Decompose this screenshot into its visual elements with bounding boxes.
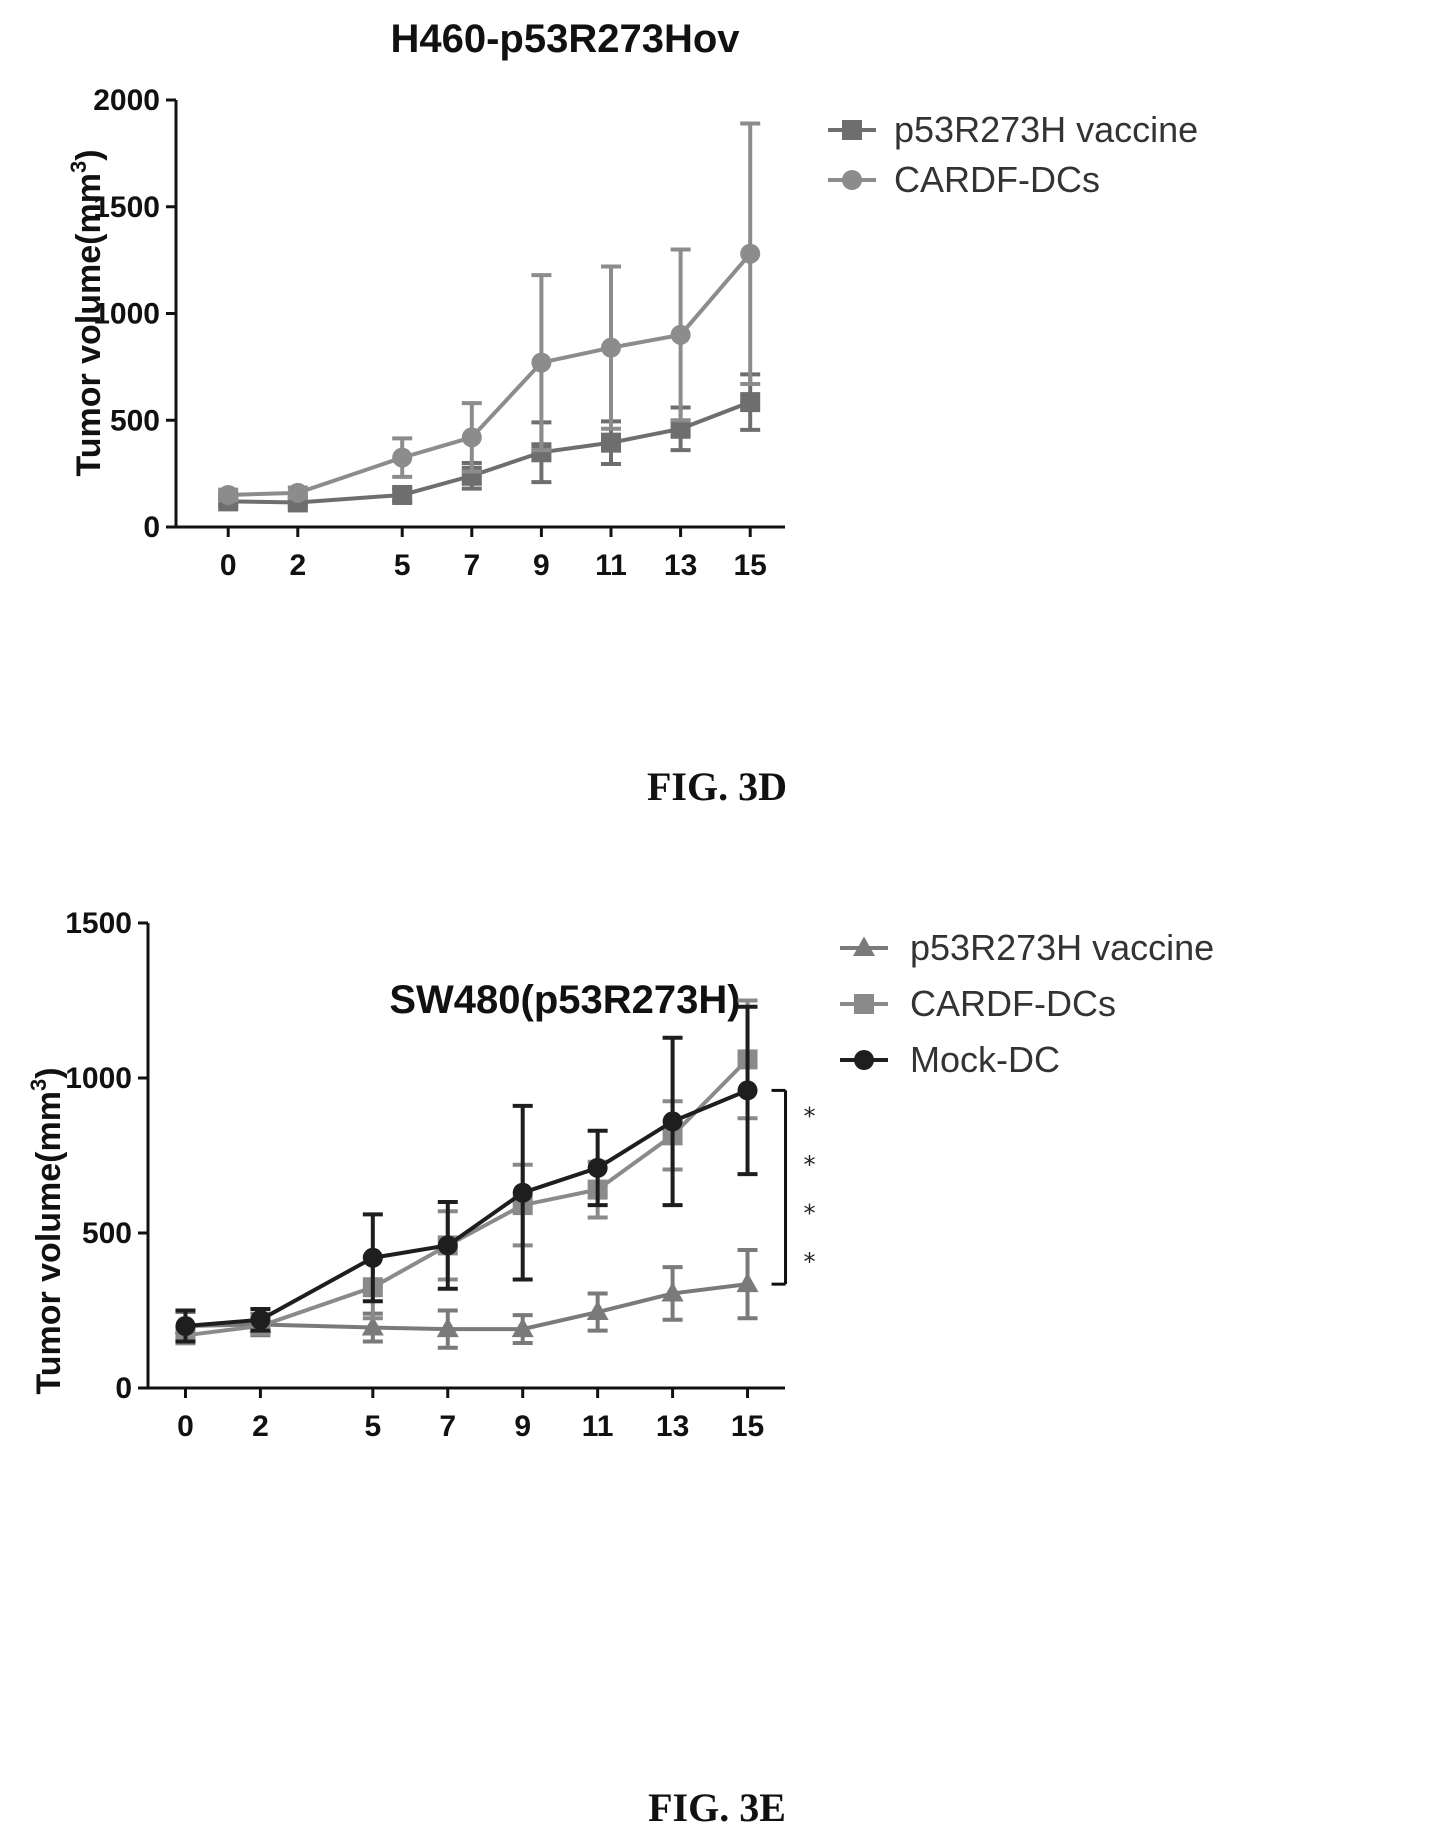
y-tick-label: 1500 xyxy=(93,191,160,224)
legend-marker xyxy=(854,1050,874,1070)
data-point xyxy=(601,432,621,453)
data-point xyxy=(736,1272,759,1293)
data-point xyxy=(737,1080,758,1101)
series-2 xyxy=(218,121,761,505)
data-point xyxy=(587,1157,608,1178)
plot-area: 0 500 1000 1500 0 2 5 7 9 11 13 15 * * * * xyxy=(65,907,815,1443)
data-point xyxy=(175,1316,196,1336)
chart-fig-3d: H460-p53R273Hov Tumor volume(mm3) 0 500 10… xyxy=(66,17,1198,809)
legend-marker xyxy=(853,936,875,956)
y-tick-label: 0 xyxy=(115,1372,132,1405)
legend-label: Mock-DC xyxy=(910,1039,1060,1080)
series-line xyxy=(228,400,751,505)
data-point xyxy=(287,482,308,503)
y-tick-label: 1000 xyxy=(93,298,160,331)
x-tick-label: 2 xyxy=(289,549,306,582)
plot-area: 0 500 1000 1500 2000 0 2 5 7 9 11 13 15 xyxy=(93,84,785,582)
legend: p53R273H vaccine CARDF-DCs xyxy=(828,109,1198,200)
data-point xyxy=(740,243,761,264)
x-tick-label: 7 xyxy=(439,1410,456,1443)
legend-item: p53R273H vaccine xyxy=(828,109,1198,150)
y-axis-label: Tumor volume(mm3) xyxy=(26,1067,68,1394)
data-point xyxy=(436,1317,459,1338)
data-point xyxy=(740,392,761,413)
legend-item: CARDF-DCs xyxy=(840,983,1116,1024)
y-tick-label: 500 xyxy=(110,404,160,437)
x-tick-label: 15 xyxy=(734,549,767,582)
series-line xyxy=(185,1088,749,1328)
y-tick-label: 0 xyxy=(143,511,160,544)
x-tick-label: 0 xyxy=(177,1410,194,1443)
legend-item: Mock-DC xyxy=(840,1039,1060,1080)
data-point xyxy=(661,1281,684,1302)
data-point xyxy=(392,447,413,468)
legend-marker xyxy=(842,120,862,140)
figure-caption: FIG. 3E xyxy=(648,1785,786,1830)
x-tick-label: 11 xyxy=(595,549,627,582)
data-point xyxy=(531,352,552,373)
legend-label: CARDF-DCs xyxy=(910,983,1116,1024)
series-line xyxy=(228,252,752,497)
series-line xyxy=(185,1057,749,1338)
legend-marker xyxy=(854,994,874,1014)
chart-title: SW480(p53R273H) xyxy=(389,978,740,1022)
x-tick-label: 2 xyxy=(252,1410,269,1443)
x-tick-label: 13 xyxy=(656,1410,689,1443)
x-tick-label: 0 xyxy=(220,549,237,582)
data-point xyxy=(601,337,621,358)
chart-title: H460-p53R273Hov xyxy=(390,17,740,61)
significance-star: * xyxy=(804,1248,816,1276)
series-line xyxy=(185,1282,748,1332)
x-tick-label: 11 xyxy=(582,1410,614,1443)
x-tick-label: 13 xyxy=(664,549,697,582)
legend-label: p53R273H vaccine xyxy=(910,927,1214,968)
data-point xyxy=(250,1309,271,1330)
figure-caption: FIG. 3D xyxy=(647,764,787,809)
legend-item: CARDF-DCs xyxy=(828,159,1100,200)
data-point xyxy=(361,1316,384,1336)
legend-label: CARDF-DCs xyxy=(894,159,1100,200)
series-3 xyxy=(175,1004,758,1344)
data-point xyxy=(586,1300,609,1321)
y-tick-label: 500 xyxy=(82,1217,132,1250)
x-tick-label: 5 xyxy=(394,549,411,582)
data-point xyxy=(670,324,691,345)
data-point xyxy=(531,442,552,463)
legend-label: p53R273H vaccine xyxy=(894,109,1198,150)
data-point xyxy=(670,418,691,439)
data-point xyxy=(218,484,239,505)
x-tick-label: 9 xyxy=(514,1410,531,1443)
data-point xyxy=(512,1182,533,1203)
significance-bracket: * * * * xyxy=(771,1088,816,1286)
x-tick-label: 7 xyxy=(463,549,480,582)
chart-fig-3e: SW480(p53R273H) Tumor volume(mm3) 0 500 10… xyxy=(26,907,1214,1830)
x-tick-label: 15 xyxy=(731,1410,764,1443)
data-point xyxy=(511,1317,534,1338)
data-point xyxy=(461,427,482,448)
data-point xyxy=(662,1111,683,1132)
x-tick-label: 5 xyxy=(364,1410,381,1443)
significance-star: * xyxy=(804,1199,816,1227)
data-point xyxy=(437,1235,458,1256)
x-tick-label: 9 xyxy=(533,549,550,582)
legend-item: p53R273H vaccine xyxy=(840,927,1214,968)
significance-star: * xyxy=(804,1103,816,1131)
legend: p53R273H vaccine CARDF-DCs Mock-DC xyxy=(840,927,1214,1080)
data-point xyxy=(362,1247,383,1268)
y-tick-label: 2000 xyxy=(93,84,160,117)
data-point xyxy=(392,484,413,505)
y-tick-label: 1000 xyxy=(65,1062,132,1095)
legend-marker xyxy=(842,170,862,190)
y-axis-label: Tumor volume(mm3) xyxy=(66,149,108,476)
significance-star: * xyxy=(804,1151,816,1179)
y-tick-label: 1500 xyxy=(65,907,132,940)
